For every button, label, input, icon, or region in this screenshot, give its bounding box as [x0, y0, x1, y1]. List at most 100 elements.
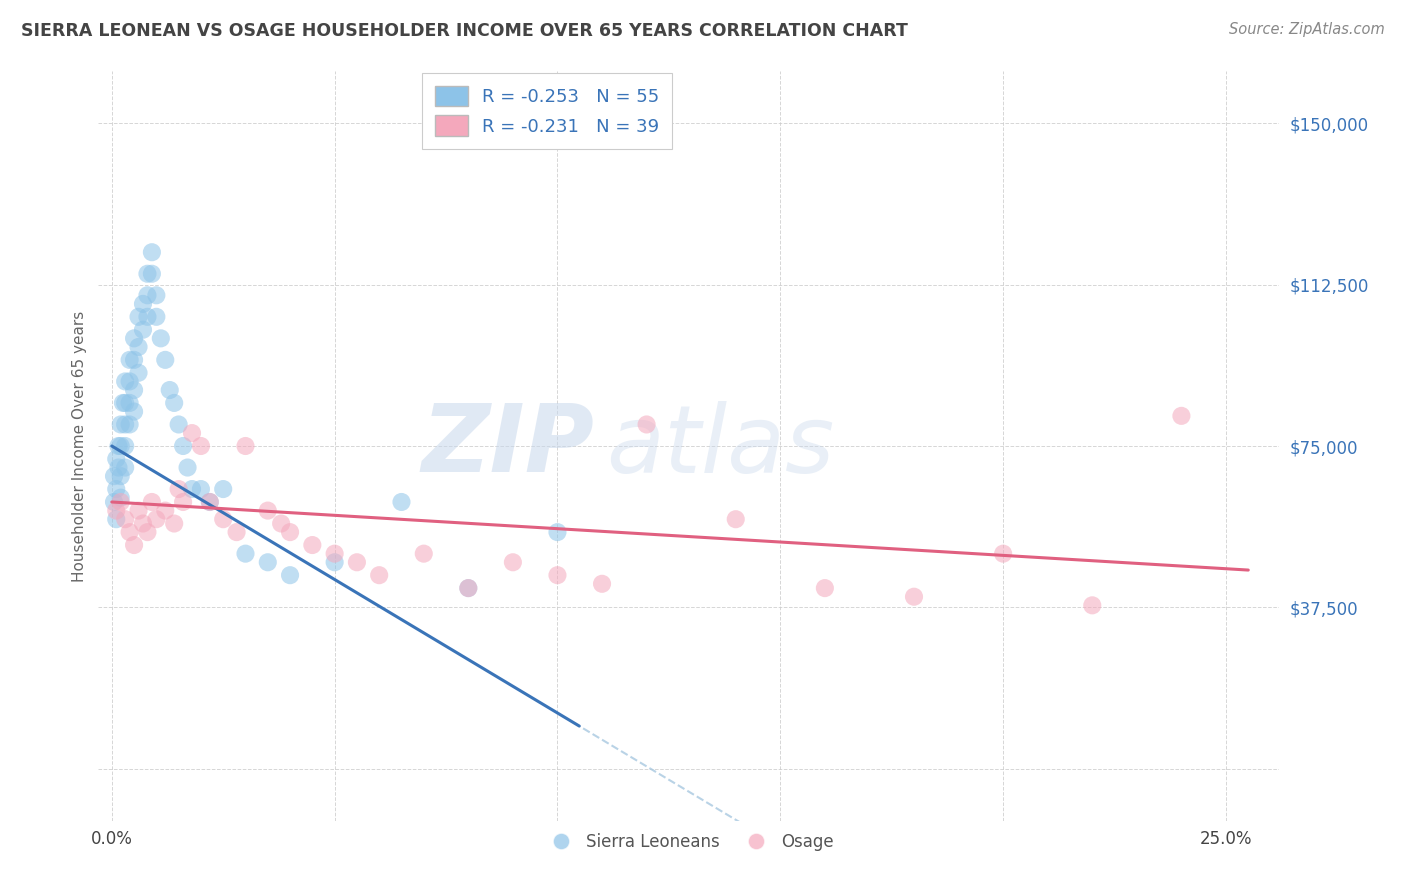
Point	[172, 495, 194, 509]
Point	[128, 366, 150, 380]
Point	[118, 352, 141, 367]
Point	[903, 590, 925, 604]
Point	[167, 482, 190, 496]
Point	[1081, 599, 1104, 613]
Point	[114, 375, 136, 389]
Point	[136, 310, 159, 324]
Point	[114, 439, 136, 453]
Point	[149, 331, 172, 345]
Point	[163, 396, 186, 410]
Point	[122, 352, 145, 367]
Point	[502, 555, 524, 569]
Point	[128, 503, 150, 517]
Text: Source: ZipAtlas.com: Source: ZipAtlas.com	[1229, 22, 1385, 37]
Point	[118, 396, 141, 410]
Point	[128, 310, 150, 324]
Point	[136, 525, 159, 540]
Point	[278, 568, 301, 582]
Point	[176, 460, 198, 475]
Point	[105, 482, 128, 496]
Point	[136, 267, 159, 281]
Point	[118, 417, 141, 432]
Point	[114, 396, 136, 410]
Text: SIERRA LEONEAN VS OSAGE HOUSEHOLDER INCOME OVER 65 YEARS CORRELATION CHART: SIERRA LEONEAN VS OSAGE HOUSEHOLDER INCO…	[21, 22, 908, 40]
Point	[114, 512, 136, 526]
Point	[323, 547, 346, 561]
Point	[278, 525, 301, 540]
Point	[107, 460, 129, 475]
Point	[122, 331, 145, 345]
Point	[141, 495, 163, 509]
Point	[118, 375, 141, 389]
Point	[457, 581, 479, 595]
Point	[412, 547, 434, 561]
Point	[145, 310, 167, 324]
Point	[546, 525, 568, 540]
Point	[107, 439, 129, 453]
Text: ZIP: ZIP	[422, 400, 595, 492]
Point	[235, 547, 257, 561]
Point	[122, 538, 145, 552]
Point	[546, 568, 568, 582]
Point	[103, 495, 125, 509]
Point	[136, 288, 159, 302]
Point	[212, 512, 235, 526]
Point	[110, 491, 132, 505]
Point	[155, 503, 177, 517]
Point	[190, 482, 212, 496]
Point	[190, 439, 212, 453]
Point	[122, 383, 145, 397]
Point	[636, 417, 658, 432]
Point	[105, 512, 128, 526]
Point	[103, 469, 125, 483]
Y-axis label: Householder Income Over 65 years: Householder Income Over 65 years	[72, 310, 87, 582]
Point	[132, 516, 155, 531]
Point	[159, 383, 181, 397]
Point	[235, 439, 257, 453]
Point	[145, 288, 167, 302]
Point	[172, 439, 194, 453]
Point	[323, 555, 346, 569]
Point	[256, 503, 278, 517]
Point	[301, 538, 323, 552]
Point	[114, 417, 136, 432]
Point	[145, 512, 167, 526]
Point	[391, 495, 413, 509]
Point	[122, 404, 145, 418]
Text: atlas: atlas	[606, 401, 835, 491]
Point	[724, 512, 747, 526]
Point	[198, 495, 221, 509]
Point	[198, 495, 221, 509]
Point	[111, 396, 134, 410]
Point	[110, 417, 132, 432]
Point	[132, 297, 155, 311]
Point	[141, 267, 163, 281]
Point	[155, 352, 177, 367]
Point	[181, 482, 204, 496]
Point	[1170, 409, 1192, 423]
Point	[163, 516, 186, 531]
Point	[118, 525, 141, 540]
Point	[457, 581, 479, 595]
Point	[114, 460, 136, 475]
Point	[110, 469, 132, 483]
Point	[110, 495, 132, 509]
Point	[105, 451, 128, 466]
Point	[270, 516, 292, 531]
Point	[128, 340, 150, 354]
Point	[991, 547, 1014, 561]
Point	[105, 503, 128, 517]
Point	[814, 581, 837, 595]
Point	[212, 482, 235, 496]
Point	[110, 439, 132, 453]
Point	[141, 245, 163, 260]
Point	[225, 525, 247, 540]
Point	[132, 323, 155, 337]
Legend: Sierra Leoneans, Osage: Sierra Leoneans, Osage	[537, 826, 841, 857]
Point	[167, 417, 190, 432]
Point	[591, 576, 613, 591]
Point	[256, 555, 278, 569]
Point	[181, 426, 204, 441]
Point	[346, 555, 368, 569]
Point	[368, 568, 391, 582]
